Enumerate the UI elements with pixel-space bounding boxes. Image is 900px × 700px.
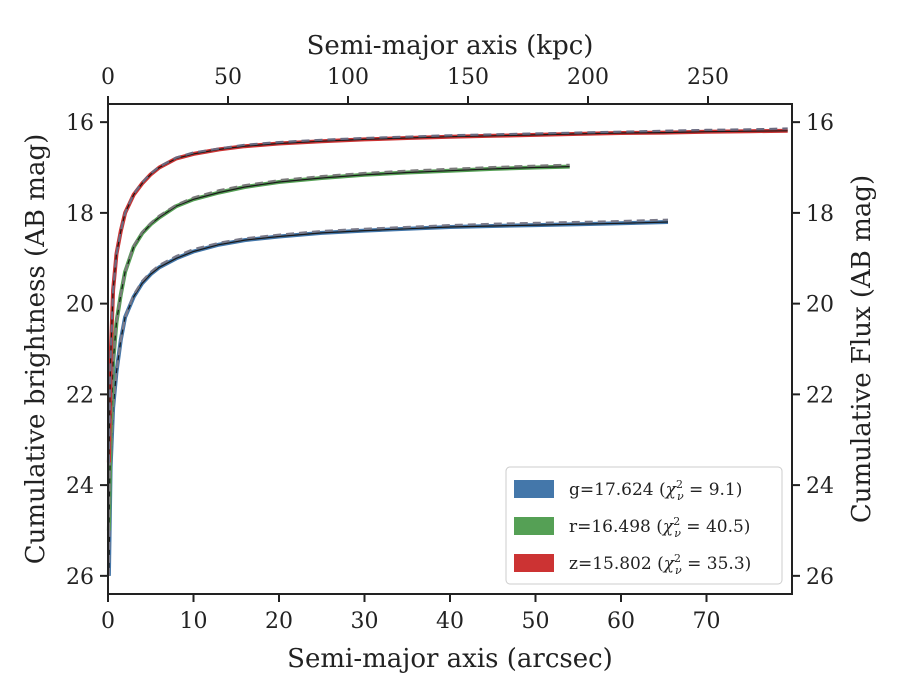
x-tick-label: 20 xyxy=(265,609,293,634)
right-y-tick-label: 24 xyxy=(806,474,834,499)
legend-swatch-g xyxy=(514,480,554,498)
y-tick-label: 20 xyxy=(66,293,94,318)
right-y-tick-label: 18 xyxy=(806,202,834,227)
top-x-tick-label: 150 xyxy=(447,65,489,90)
top-x-axis: 0 50 100 150 200 250 xyxy=(101,65,729,104)
series-core-line-r xyxy=(108,166,570,531)
series-line-z xyxy=(106,128,788,463)
x-tick-label: 70 xyxy=(693,609,721,634)
y-tick-label: 18 xyxy=(66,202,94,227)
x-tick-label: 0 xyxy=(101,609,115,634)
model-line-g xyxy=(107,218,669,576)
legend: g=17.624 (χ2 ν = 9.1) r=16.498 (χ2 ν = 40.5… xyxy=(505,466,783,585)
x-tick-label: 60 xyxy=(607,609,635,634)
x-axis-label: Semi-major axis (arcsec) xyxy=(287,644,613,674)
series-line-r xyxy=(106,164,570,531)
x-tick-label: 40 xyxy=(436,609,464,634)
legend-swatch-r xyxy=(514,517,554,535)
right-y-tick-label: 20 xyxy=(806,293,834,318)
right-y-axis: 16 18 20 22 24 26 xyxy=(792,111,834,590)
series-core-line-g xyxy=(108,221,669,576)
y-tick-label: 22 xyxy=(66,383,94,408)
legend-box xyxy=(505,466,783,585)
right-y-tick-label: 22 xyxy=(806,383,834,408)
right-y-tick-label: 26 xyxy=(806,565,834,590)
bottom-x-axis: 0 10 20 30 40 50 60 70 xyxy=(101,594,721,634)
top-x-axis-label: Semi-major axis (kpc) xyxy=(307,31,594,61)
legend-label-g: g=17.624 (χ2 ν = 9.1) xyxy=(569,478,742,503)
model-line-z xyxy=(107,127,788,463)
model-line-r xyxy=(107,163,570,531)
right-y-tick-label: 16 xyxy=(806,111,834,136)
legend-swatch-z xyxy=(514,554,554,572)
top-x-tick-label: 200 xyxy=(567,65,609,90)
top-x-tick-label: 100 xyxy=(327,65,369,90)
legend-label-r: r=16.498 (χ2 ν = 40.5) xyxy=(569,515,750,540)
legend-label-z: z=15.802 (χ2 ν = 35.3) xyxy=(569,552,751,577)
x-tick-label: 10 xyxy=(180,609,208,634)
right-y-axis-label: Cumulative Flux (AB mag) xyxy=(847,175,877,523)
y-axis-label: Cumulative brightness (AB mag) xyxy=(21,134,51,565)
y-tick-label: 16 xyxy=(66,111,94,136)
plot-lines xyxy=(106,127,788,576)
y-tick-label: 24 xyxy=(66,474,94,499)
y-tick-label: 26 xyxy=(66,565,94,590)
top-x-tick-label: 250 xyxy=(687,65,729,90)
x-tick-label: 30 xyxy=(351,609,379,634)
x-tick-label: 50 xyxy=(522,609,550,634)
series-core-line-z xyxy=(108,130,788,463)
top-x-tick-label: 0 xyxy=(101,65,115,90)
top-x-tick-label: 50 xyxy=(214,65,242,90)
left-y-axis: 16 18 20 22 24 26 xyxy=(66,111,108,590)
